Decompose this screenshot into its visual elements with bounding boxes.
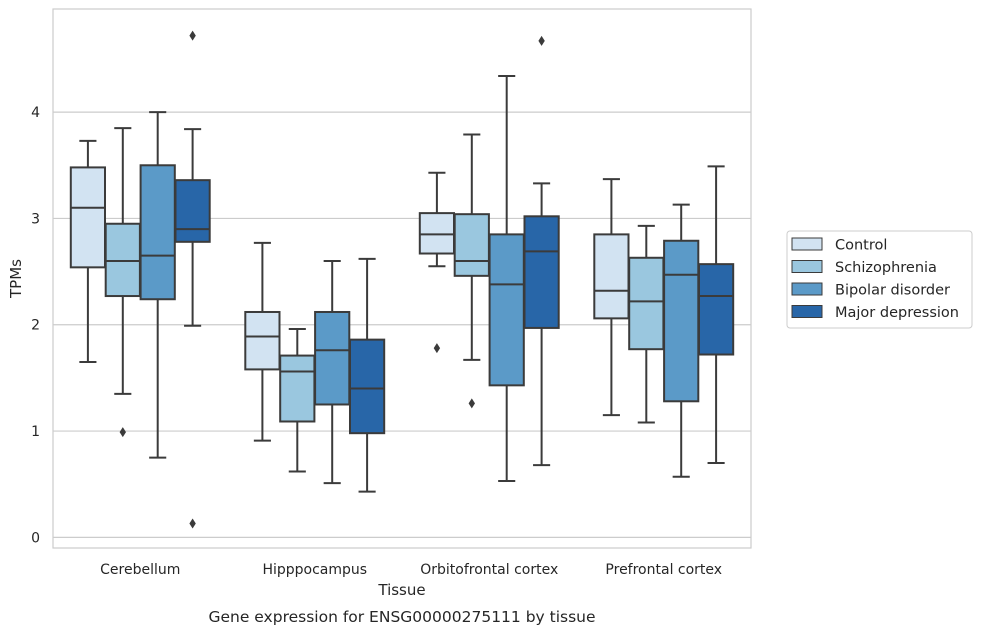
box-2-3 <box>523 35 560 467</box>
outlier-point <box>189 30 196 41</box>
iqr-box <box>314 310 351 406</box>
legend-frame <box>786 230 973 329</box>
iqr-box <box>244 310 281 371</box>
y-tick-label: 0 <box>31 530 40 546</box>
y-axis-label: TPMs <box>7 259 25 299</box>
iqr-box <box>139 164 176 301</box>
box-1-0 <box>244 241 281 442</box>
box-layer <box>69 30 735 529</box>
y-tick-label: 2 <box>31 318 40 334</box>
outlier-point <box>538 35 545 46</box>
legend-item: Major depression <box>791 305 959 321</box>
legend-label: Control <box>835 238 887 254</box>
y-tick-label: 4 <box>31 105 40 121</box>
box-3-3 <box>697 165 735 464</box>
iqr-box <box>69 166 107 269</box>
box-2-1 <box>453 133 490 409</box>
legend-label: Major depression <box>835 305 959 321</box>
box-3-1 <box>628 224 665 424</box>
box-1-1 <box>279 327 316 473</box>
outlier-point <box>189 518 196 529</box>
x-axis-label: Tissue <box>377 581 425 599</box>
iqr-box <box>628 256 665 351</box>
box-0-1 <box>104 127 141 438</box>
iqr-box <box>453 213 490 277</box>
legend-items: Control Schizophrenia Bipolar disorder Majo… <box>791 237 959 321</box>
iqr-box <box>174 179 211 243</box>
box-0-3 <box>174 30 211 529</box>
legend-item: Control <box>791 237 887 254</box>
chart-caption: Gene expression for ENSG00000275111 by t… <box>208 608 595 626</box>
legend: Control Schizophrenia Bipolar disorder Majo… <box>786 230 973 329</box>
iqr-box <box>663 239 700 403</box>
x-tick-label: Prefrontal cortex <box>605 562 722 578</box>
outlier-point <box>119 427 126 438</box>
y-ticks: 0 1 2 3 4 <box>31 105 40 546</box>
x-ticks: Cerebellum Hipppocampus Orbitofrontal cort… <box>100 562 722 578</box>
iqr-box <box>697 263 735 356</box>
plot-frame <box>52 8 752 549</box>
legend-swatch <box>791 237 823 251</box>
box-1-2 <box>314 259 351 485</box>
box-1-3 <box>348 257 386 493</box>
x-tick-label: Cerebellum <box>100 562 180 578</box>
iqr-box <box>279 354 316 423</box>
iqr-box <box>488 233 525 387</box>
box-3-2 <box>663 203 700 478</box>
legend-item: Schizophrenia <box>791 260 937 276</box>
box-0-2 <box>139 111 176 459</box>
legend-swatch <box>791 260 823 273</box>
x-tick-label: Orbitofrontal cortex <box>420 562 558 578</box>
box-3-0 <box>593 178 630 417</box>
iqr-box <box>523 215 560 329</box>
iqr-box <box>348 338 386 435</box>
outlier-point <box>433 343 441 354</box>
box-2-0 <box>418 171 456 354</box>
iqr-box <box>104 222 141 298</box>
legend-swatch <box>791 282 823 296</box>
x-tick-label: Hipppocampus <box>262 562 367 578</box>
box-2-2 <box>488 74 525 483</box>
iqr-box <box>418 212 456 255</box>
outlier-point <box>468 398 475 409</box>
box-0-0 <box>69 139 107 363</box>
legend-item: Bipolar disorder <box>791 282 950 299</box>
iqr-box <box>593 233 630 320</box>
legend-label: Bipolar disorder <box>835 283 950 299</box>
legend-swatch <box>791 305 823 318</box>
y-tick-label: 1 <box>31 424 40 440</box>
y-tick-label: 3 <box>31 211 40 227</box>
legend-label: Schizophrenia <box>835 260 937 276</box>
